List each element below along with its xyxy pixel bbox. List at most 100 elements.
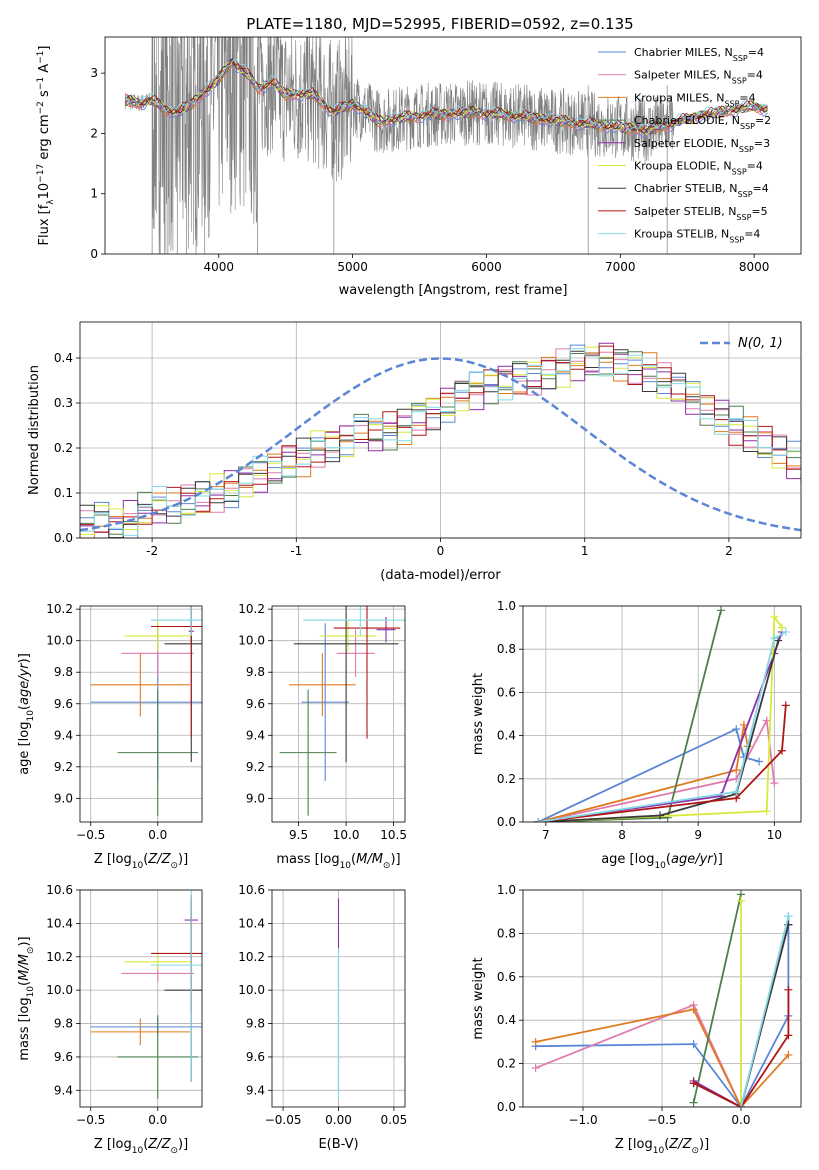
y-tick-label: 0 <box>90 247 98 261</box>
massweight-vs-Z-panel: −1.0 −0.5 0.0 0.0 0.2 0.4 0.6 0.8 1.0 Z [log10(Z/… <box>471 883 802 1156</box>
axis-label-part: s <box>37 90 52 101</box>
series-line <box>535 916 790 1107</box>
legend-label: Kroupa ELODIE, NSSP=4 <box>634 160 763 177</box>
spectrum-panel: 4000 5000 6000 7000 8000 0 1 2 3 wavelength [Angs… <box>36 36 802 298</box>
x-tick-label: 8 <box>618 828 626 842</box>
panels: 4000 5000 6000 7000 8000 0 1 2 3 wavelength [Angs… <box>17 36 802 1156</box>
axis-label-part: erg cm <box>37 114 52 163</box>
series-line <box>538 631 783 822</box>
y-axis-label: mass weight <box>471 673 486 755</box>
x-tick-label: −1.0 <box>568 1113 597 1127</box>
x-tick-label: 6000 <box>471 260 502 274</box>
residuals-panel: -2 -1 0 1 2 0.0 0.1 0.2 0.3 0.4 (data-model)/error… <box>27 321 802 583</box>
y-tick-label: 10.2 <box>46 602 73 616</box>
legend-label-suffix: =4 <box>753 182 769 195</box>
series-point-marker <box>770 612 779 621</box>
series-point-marker <box>732 725 741 734</box>
y-tick-label: 10.0 <box>238 983 265 997</box>
series-point-marker <box>736 896 745 905</box>
axes-frame <box>79 605 203 823</box>
y-tick-label: 0.6 <box>497 970 516 984</box>
series-point-marker <box>689 1098 698 1107</box>
y-tick-label: 9.8 <box>246 665 265 679</box>
legend-label-main: Chabrier ELODIE, N <box>634 114 740 127</box>
series-line <box>538 640 780 822</box>
y-tick-label: 0.2 <box>497 772 516 786</box>
axis-label-part: Z [log <box>94 1137 132 1152</box>
axes-frame <box>522 605 802 823</box>
legend-label-suffix: =4 <box>747 69 763 82</box>
legend-label: Salpeter MILES, NSSP=4 <box>634 69 763 86</box>
axis-label-part: age/yr <box>17 662 32 705</box>
series-point-marker <box>770 634 779 643</box>
axes-frame <box>522 889 802 1108</box>
legend-label-sub: SSP <box>738 190 753 199</box>
axis-label-part: 10 <box>132 861 144 871</box>
axis-label-part: age [log <box>601 852 654 867</box>
series-point-marker <box>732 787 741 796</box>
y-tick-label: 10.2 <box>238 602 265 616</box>
y-tick-label: 10.6 <box>46 883 73 897</box>
x-tick-label: 10 <box>767 828 782 842</box>
legend-label-suffix: =4 <box>748 46 764 59</box>
series-point-marker <box>784 1050 793 1059</box>
x-tick-label: 10.5 <box>380 828 407 842</box>
series-point-marker <box>531 1063 540 1072</box>
mass-vs-ebv-panel: −0.05 0.00 0.05 9.4 9.6 9.8 10.0 10.2 10.4 10.6 <box>238 883 407 1127</box>
axis-label-part: 10 <box>132 1146 144 1156</box>
x-tick-label: 0.0 <box>148 828 167 842</box>
x-tick-label: 7000 <box>605 260 636 274</box>
x-tick-label: 0.0 <box>148 1113 167 1127</box>
legend-label-sub: SSP <box>732 76 747 85</box>
y-tick-label: 1 <box>90 187 98 201</box>
legend-label: Salpeter STELIB, NSSP=5 <box>634 205 768 222</box>
mass-vs-Z-panel: −0.5 0.09.49.69.810.010.210.410.6Z [log10… <box>17 883 203 1156</box>
legend-label: Chabrier MILES, NSSP=4 <box>634 46 764 63</box>
y-tick-label: 9.2 <box>246 760 265 774</box>
axis-label-part: ( <box>17 981 32 986</box>
axis-label-part: ] <box>37 46 52 51</box>
y-tick-label: 9.0 <box>246 791 265 805</box>
series-line <box>740 915 790 1107</box>
axes-frame <box>79 889 203 1108</box>
axis-label-part: M/M <box>356 852 383 867</box>
legend-label: N(0, 1) <box>738 336 783 351</box>
axis-label-part: −2 <box>36 101 46 114</box>
axis-label-part: ( <box>143 852 148 867</box>
axis-label-part: )] <box>390 852 400 867</box>
histogram-step-line <box>80 352 801 538</box>
axis-label: Z [log10(Z/Z⊙)] <box>94 852 188 871</box>
legend-label-suffix: =4 <box>747 160 763 173</box>
series-line <box>693 989 790 1107</box>
series-point-marker <box>689 1079 698 1088</box>
y-tick-label: 2 <box>90 126 98 140</box>
series-point-marker <box>739 720 748 729</box>
x-tick-label: −0.5 <box>76 828 105 842</box>
histogram-step-line <box>80 349 801 538</box>
axis-label-part: Z/Z <box>668 1137 692 1152</box>
series-point-marker <box>784 912 793 921</box>
legend-label-sub: SSP <box>736 212 751 221</box>
histogram-step-line <box>80 345 801 533</box>
axis-label-part: ( <box>143 1137 148 1152</box>
y-tick-label: 10.6 <box>238 883 265 897</box>
series-point-marker <box>534 818 543 822</box>
legend-label-main: Kroupa ELODIE, N <box>634 160 732 173</box>
series-point-marker <box>777 746 786 755</box>
axis-label-part: mass [log <box>276 852 339 867</box>
legend-label-suffix: =4 <box>744 228 760 241</box>
series-line <box>538 705 787 822</box>
y-tick-label: 0.8 <box>497 642 516 656</box>
legend-label: Chabrier ELODIE, NSSP=2 <box>634 114 771 131</box>
legend-label-sub: SSP <box>739 144 754 153</box>
legend-label-suffix: =5 <box>751 205 767 218</box>
axis-label: Z [log10(Z/Z⊙)] <box>94 1137 188 1156</box>
x-tick-label: 2 <box>725 544 733 558</box>
axis-label-part: ( <box>664 1137 669 1152</box>
series-point-marker <box>755 757 764 766</box>
axis-label-part: ( <box>666 852 671 867</box>
x-tick-label: 8000 <box>739 260 770 274</box>
axis-label-part: A <box>37 64 52 77</box>
legend-label: Chabrier STELIB, NSSP=4 <box>634 182 769 199</box>
axis-label-part: 10 <box>653 1146 665 1156</box>
